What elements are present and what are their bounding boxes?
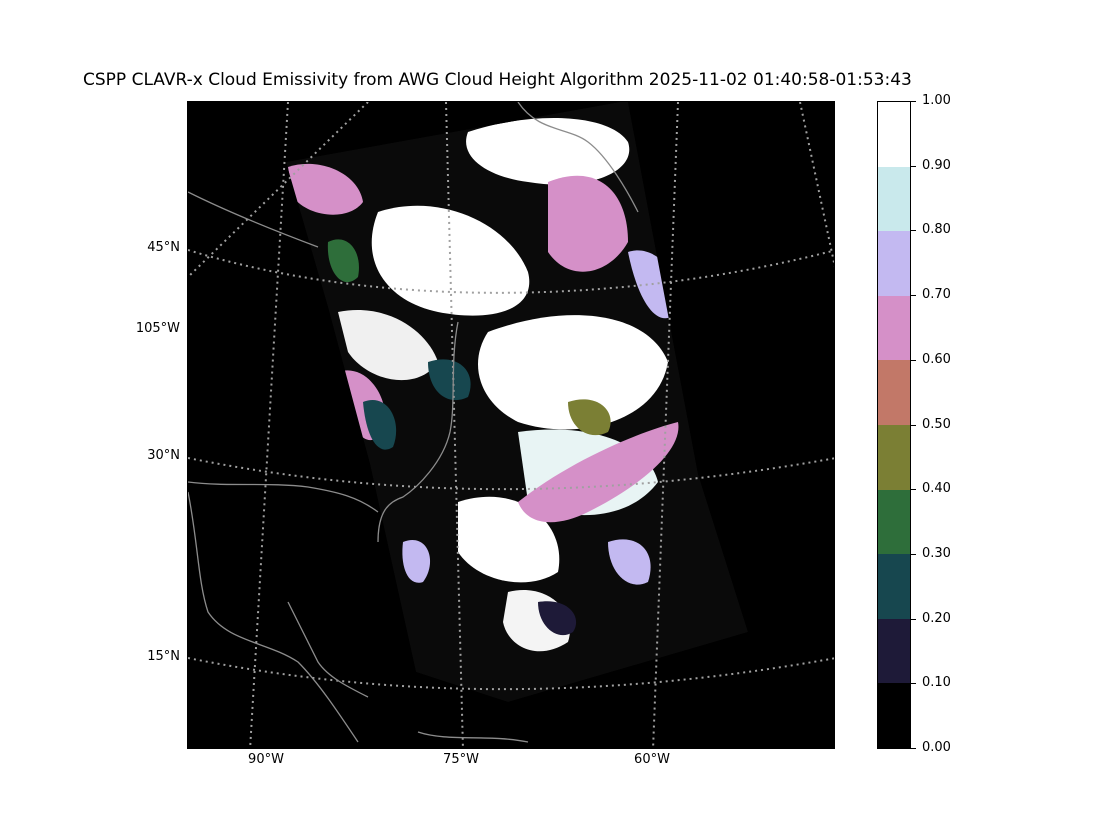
colorbar-tick-label: 0.80 bbox=[922, 222, 951, 238]
colorbar-tick-label: 0.10 bbox=[922, 675, 951, 691]
colorbar-segment bbox=[878, 683, 910, 748]
colorbar-segment bbox=[878, 102, 910, 167]
lon-label-75w: 75°W bbox=[443, 752, 479, 767]
colorbar-tick-label: 0.20 bbox=[922, 610, 951, 626]
lat-label-45n: 45°N bbox=[147, 240, 180, 255]
colorbar-tick bbox=[911, 683, 916, 685]
colorbar-tick-label: 0.60 bbox=[922, 351, 951, 367]
lon-label-90w: 90°W bbox=[248, 752, 284, 767]
colorbar-segment bbox=[878, 360, 910, 425]
colorbar-tick bbox=[911, 618, 916, 620]
colorbar-tick bbox=[911, 748, 916, 749]
colorbar-tick-label: 0.30 bbox=[922, 545, 951, 561]
colorbar-tick-label: 1.00 bbox=[922, 93, 951, 108]
colorbar-tick-label: 0.00 bbox=[922, 740, 951, 755]
colorbar-tick bbox=[911, 489, 916, 491]
coastline bbox=[188, 102, 639, 743]
colorbar-tick bbox=[911, 165, 916, 167]
colorbar-tick-label: 0.40 bbox=[922, 481, 951, 497]
lon-label-105w: 105°W bbox=[135, 321, 180, 336]
colorbar-tick bbox=[911, 295, 916, 297]
figure-title: CSPP CLAVR-x Cloud Emissivity from AWG C… bbox=[83, 70, 912, 90]
colorbar-tick bbox=[911, 553, 916, 555]
colorbar-segment bbox=[878, 425, 910, 490]
colorbar-tick bbox=[911, 230, 916, 232]
graticule bbox=[188, 102, 834, 748]
colorbar-segment bbox=[878, 554, 910, 619]
colorbar-tick-label: 0.50 bbox=[922, 416, 951, 432]
colorbar-segment bbox=[878, 231, 910, 296]
satellite-swath bbox=[286, 102, 748, 702]
colorbar-tick bbox=[911, 359, 916, 361]
colorbar-segment bbox=[878, 618, 910, 684]
colorbar-tick-label: 0.90 bbox=[922, 157, 951, 173]
lat-label-30n: 30°N bbox=[147, 448, 180, 463]
colorbar-tick bbox=[911, 424, 916, 426]
colorbar bbox=[877, 101, 911, 749]
lat-label-15n: 15°N bbox=[147, 649, 180, 664]
colorbar-segment bbox=[878, 295, 910, 361]
colorbar-tick-label: 0.70 bbox=[922, 287, 951, 303]
lon-label-60w: 60°W bbox=[634, 752, 670, 767]
colorbar-segment bbox=[878, 489, 910, 555]
map-panel bbox=[187, 101, 835, 749]
colorbar-segment bbox=[878, 166, 910, 232]
colorbar-tick bbox=[911, 101, 916, 102]
cloud-emissivity-map bbox=[188, 102, 834, 748]
